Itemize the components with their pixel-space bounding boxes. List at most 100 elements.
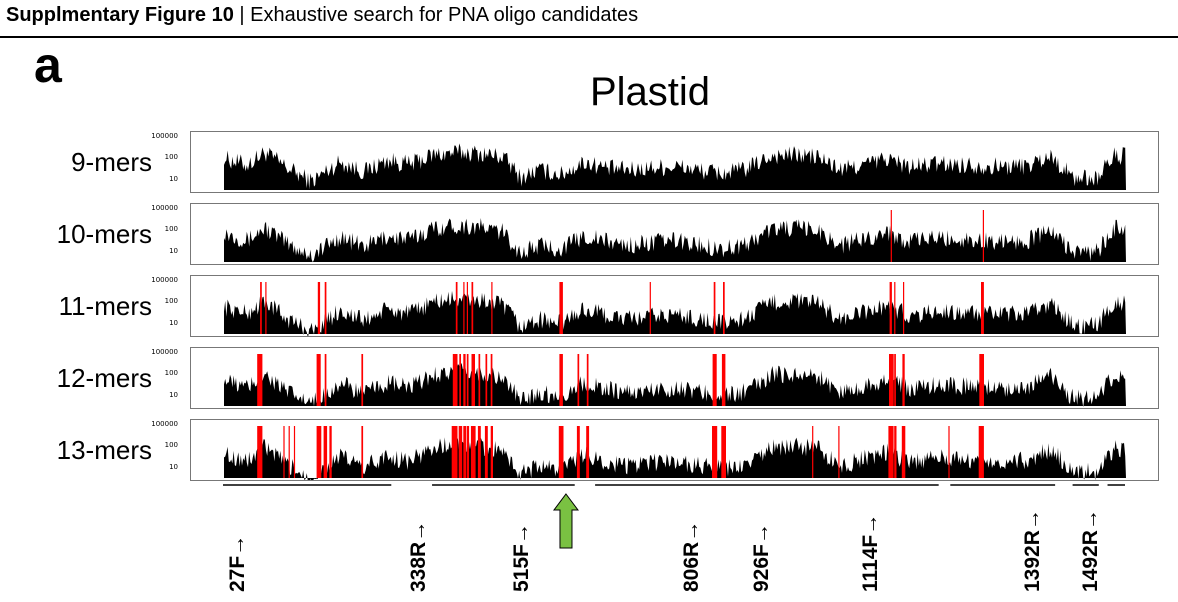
y-tick-label: 100000 (151, 276, 178, 284)
candidate-region (902, 354, 905, 406)
series-plot (224, 210, 1126, 263)
coverage-area (224, 363, 1126, 408)
series-plot (224, 426, 1126, 480)
candidate-region (455, 282, 458, 334)
y-tick-label: 100000 (151, 132, 178, 140)
primer-label: 926F→ (749, 523, 773, 592)
candidate-region (463, 426, 467, 478)
series-label: 10-mers (56, 219, 152, 249)
coverage-area (224, 435, 1126, 480)
y-tick-label: 10 (169, 463, 178, 471)
candidate-region (293, 426, 296, 478)
candidate-region (981, 282, 984, 334)
series-label: 12-mers (56, 363, 152, 393)
candidate-region (265, 282, 267, 334)
candidate-region (491, 282, 493, 334)
candidate-region (490, 354, 493, 406)
candidate-region (901, 426, 906, 478)
y-tick-label: 100 (164, 225, 178, 233)
candidate-region (948, 426, 950, 478)
candidate-region (586, 426, 590, 478)
highlight-arrow-icon (552, 493, 579, 549)
candidate-region (260, 282, 262, 334)
y-tick-label: 100000 (151, 420, 178, 428)
series-label: 11-mers (58, 291, 152, 321)
candidate-region (316, 354, 321, 406)
candidate-region (471, 282, 474, 334)
series-plot (224, 354, 1126, 408)
series-label: 9-mers (71, 147, 152, 177)
y-tick-label: 100000 (151, 348, 178, 356)
primer-label: 27F→ (226, 534, 250, 592)
candidate-region (559, 282, 563, 334)
candidate-region (894, 282, 896, 334)
candidate-region (361, 426, 364, 478)
candidate-region (586, 354, 589, 406)
primer-label: 806R→ (679, 520, 703, 592)
candidate-region (257, 426, 263, 478)
candidate-region (324, 282, 327, 334)
y-tick-label: 100 (164, 369, 178, 377)
candidate-region (903, 282, 905, 334)
series-plot (224, 282, 1126, 336)
candidate-region (649, 282, 651, 334)
candidate-region (463, 354, 466, 406)
primer-label: 1114F→ (859, 513, 883, 592)
candidate-region (576, 426, 580, 478)
candidate-region (982, 210, 984, 262)
candidate-region (288, 426, 290, 478)
candidate-region (283, 426, 285, 478)
header-rule (0, 36, 1178, 38)
candidate-region (477, 426, 481, 478)
series-plot (224, 143, 1126, 190)
primer-label: 1492R→ (1079, 509, 1103, 592)
candidate-region (894, 354, 896, 406)
candidate-region (463, 282, 465, 334)
candidate-region (712, 426, 718, 478)
candidate-region (838, 426, 840, 478)
coverage-area (224, 143, 1126, 190)
candidate-region (452, 354, 458, 406)
candidate-region (721, 354, 726, 406)
header-separator: | (233, 4, 251, 26)
candidate-region (458, 426, 463, 478)
candidate-region (490, 426, 493, 478)
candidate-region (466, 426, 470, 478)
coverage-area (224, 218, 1126, 263)
candidate-region (889, 354, 894, 406)
candidate-region (890, 210, 892, 262)
y-tick-label: 100 (164, 441, 178, 449)
y-tick-label: 10 (169, 247, 178, 255)
y-tick-label: 10 (169, 319, 178, 327)
y-tick-label: 10 (169, 391, 178, 399)
candidate-region (451, 426, 458, 478)
panel-label: a (34, 37, 62, 93)
candidate-region (257, 354, 263, 406)
candidate-region (361, 354, 364, 406)
series-panel (190, 203, 1159, 265)
coverage-area (224, 290, 1126, 336)
figure-caption: Exhaustive search for PNA oligo candidat… (250, 4, 639, 26)
candidate-region (478, 354, 481, 406)
series-panel (190, 347, 1159, 409)
candidate-region (812, 426, 814, 478)
candidate-region (894, 426, 897, 478)
y-tick-label: 10 (169, 175, 178, 183)
y-tick-label: 100 (164, 153, 178, 161)
series-label: 13-mers (56, 435, 152, 465)
primer-label: 1392R→ (1020, 509, 1044, 592)
candidate-region (979, 354, 984, 406)
candidate-region (889, 282, 892, 334)
candidate-region (323, 426, 328, 478)
series-panel (190, 131, 1159, 193)
primer-label: 515F→ (510, 523, 534, 592)
figure-header: Supplmentary Figure 10 | Exhaustive sear… (6, 4, 638, 27)
candidate-region (324, 354, 327, 406)
candidate-region (558, 426, 564, 478)
candidate-region (485, 354, 488, 406)
candidate-region (713, 282, 716, 334)
candidate-region (978, 426, 984, 478)
candidate-region (577, 354, 580, 406)
chart-title: Plastid (589, 70, 711, 114)
